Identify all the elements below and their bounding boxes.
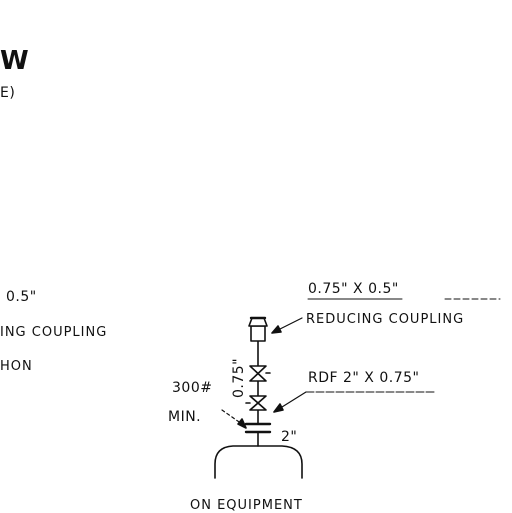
nozzle-size-label: 2" [281,429,298,445]
arrow-min [237,418,247,429]
reducing-coupling-body [250,325,266,342]
pipe-length-dimension: 0.75" [231,357,247,398]
arrow-coupling [271,325,282,334]
rdf-dimension-label: RDF 2" X 0.75" [308,370,420,386]
leader-min [221,409,243,425]
left-coupling-fragment: ING COUPLING [0,325,108,340]
left-dim-fragment: 0.5" [6,289,37,305]
reducing-coupling-label: REDUCING COUPLING [306,312,465,327]
left-title-fragment: W [0,46,30,76]
upper-valve [249,365,267,382]
coupling-cap [248,317,268,327]
arrow-rdf [273,403,284,413]
equipment-shell [214,445,303,479]
left-subtitle-fragment: E) [0,85,16,101]
left-tion-fragment: HON [0,359,33,374]
pressure-rating-label: 300# [172,380,213,396]
min-label: MIN. [168,409,202,425]
top-dimension-label: 0.75" X 0.5" [308,281,399,297]
equipment-label: ON EQUIPMENT [190,498,303,513]
lower-valve [249,395,267,411]
